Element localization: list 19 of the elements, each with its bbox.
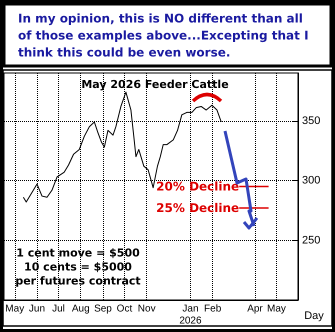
chart-subtitle: In my opinion, this is NO different than all of those examples above...Excepting that I think this could be even worse.: [18, 12, 313, 60]
x-tick-label: Feb: [204, 304, 222, 314]
x-tick-label: Apr: [247, 304, 264, 314]
x-tick-label: Oct: [116, 304, 132, 314]
ref-line-label: 25% Decline: [156, 201, 240, 216]
x-tick-label: Sep: [94, 304, 112, 314]
x-tick-label: Jul: [52, 304, 65, 314]
x-tick-label: May: [5, 304, 24, 314]
x-tick-label: Jun: [28, 304, 46, 314]
x-tick-label: May: [267, 304, 286, 314]
x-axis-title: Day: [304, 310, 324, 322]
chart-title: May 2026 Feeder Cattle: [81, 78, 229, 91]
y-tick-label: 250: [302, 234, 320, 246]
x-tick-label: Aug: [72, 304, 90, 314]
ref-line-label: 20% Decline: [156, 180, 240, 194]
x-tick-label: Nov: [138, 304, 156, 314]
y-tick-label: 350: [302, 114, 320, 127]
x-tick-label: Jan 2026: [179, 304, 202, 326]
y-tick-label: 300: [302, 174, 320, 187]
